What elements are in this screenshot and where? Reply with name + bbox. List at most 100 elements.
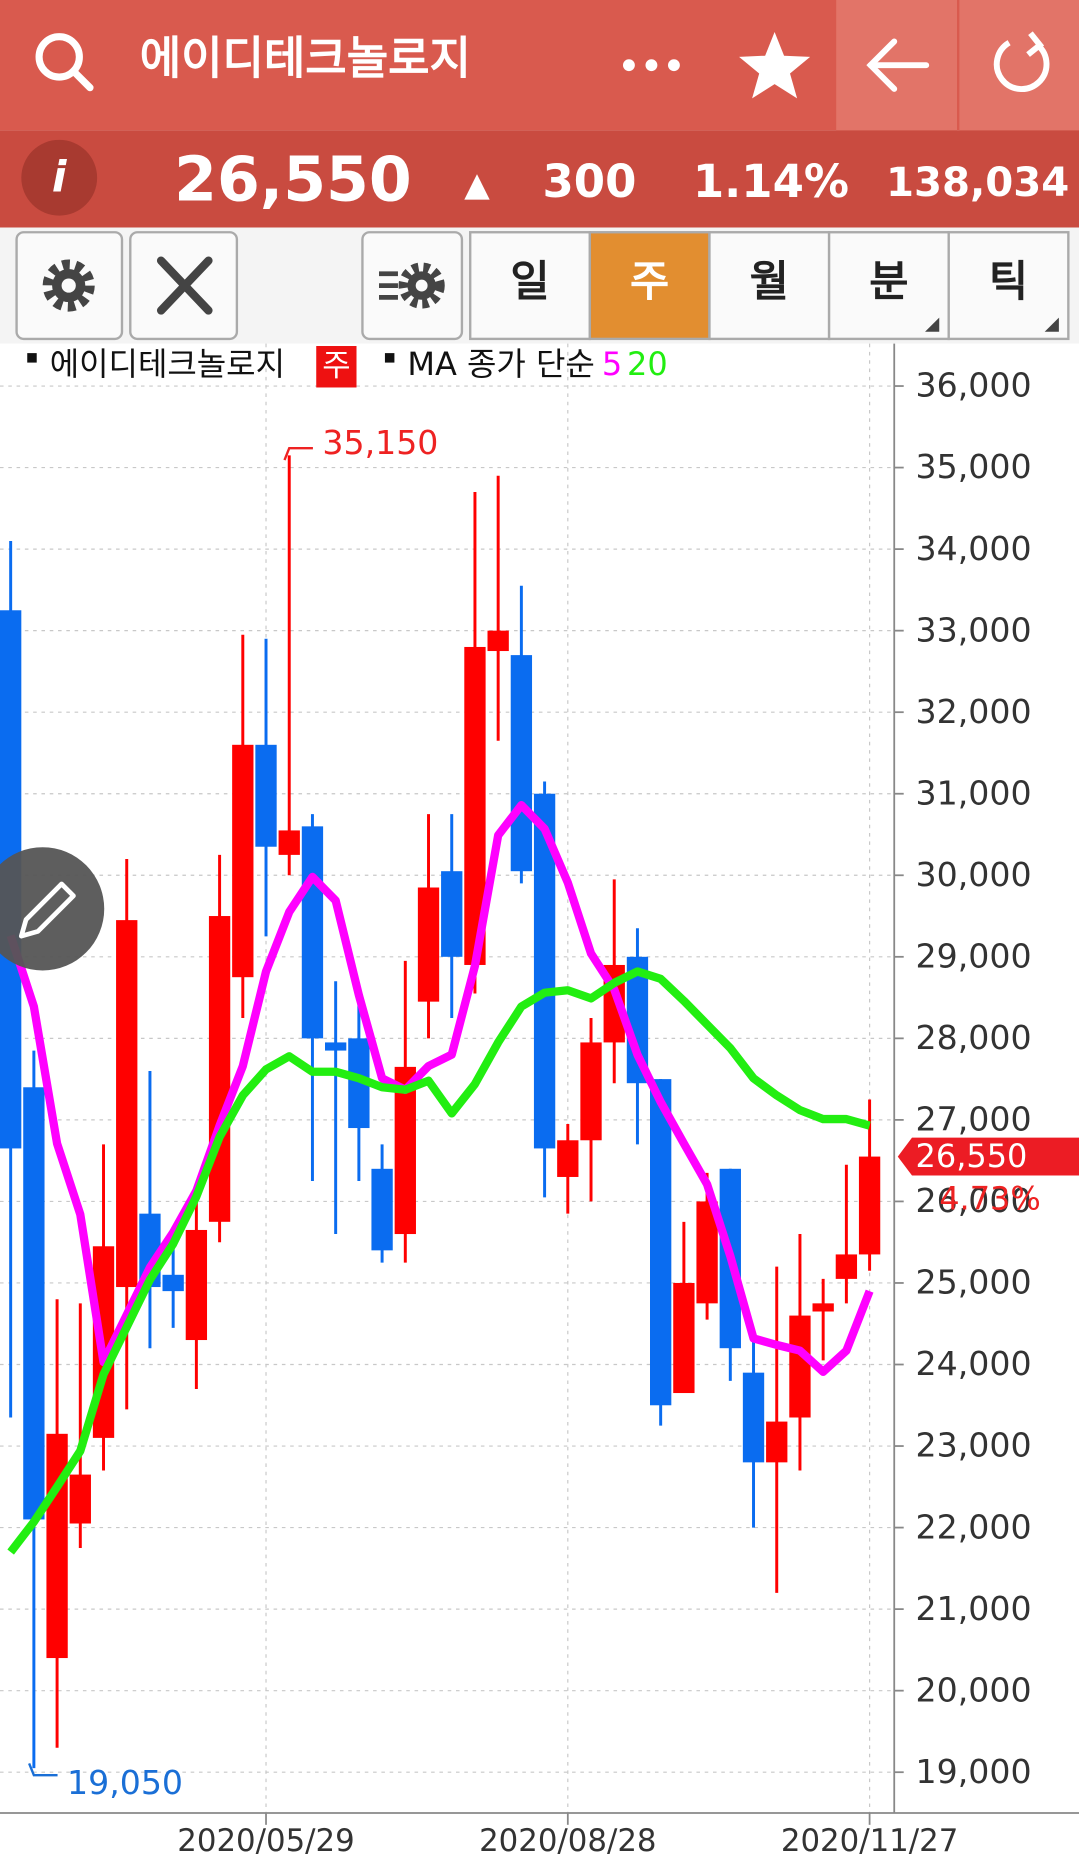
info-button[interactable] [21,139,98,216]
tab[interactable] [827,231,950,341]
legend-series: 20 [627,345,668,383]
chart: 19,000 20,000 21,000 22,000 23,000 24,000 25,0… [0,343,1079,1858]
favorite-icon[interactable] [739,31,811,99]
settings-button[interactable] [15,231,124,341]
low-label: 19,050 [67,1763,183,1802]
candle-body [696,1201,718,1304]
y-tick-label: 34,000 [916,529,1032,568]
ma-line [6,800,874,1376]
candle-body [23,1087,45,1520]
candle-body [255,744,277,847]
search-icon[interactable] [35,33,94,92]
tab-corner [925,317,940,332]
tab[interactable] [469,231,592,341]
legend-bullet [27,353,37,363]
candle-body [464,646,486,965]
y-tick-label: 22,000 [916,1507,1032,1546]
x-tick-label: 2020/05/29 [177,1823,354,1858]
y-tick-label: 25,000 [916,1263,1032,1302]
y-tick-label: 33,000 [916,610,1032,649]
candle-body [766,1421,788,1463]
candle-body [858,1156,881,1255]
candle-body [441,871,463,957]
last-change-label: 4.73% [939,1179,1041,1217]
y-tick-label: 30,000 [916,855,1032,894]
candle-body [185,1229,208,1341]
y-tick-label: 21,000 [916,1589,1032,1628]
candle-body [116,920,138,1288]
candle-body [835,1254,858,1279]
info-icon: i [52,153,68,203]
tools-button[interactable] [129,231,239,341]
legend-period-bg [316,346,357,388]
candle-body [69,1474,91,1524]
candle-body [650,1079,672,1406]
candle-body [533,793,556,1149]
y-tick-label: 35,000 [916,447,1032,486]
candle-body [789,1315,811,1418]
last-price-box [897,1137,1079,1176]
volume: 138,034 [886,160,1069,206]
candle-body [208,916,231,1222]
y-tick-label: 20,000 [916,1670,1032,1709]
x-tick-label: 2020/08/28 [479,1823,656,1858]
indicator-button[interactable] [361,231,464,341]
legend-bullet [384,353,395,363]
y-tick-label: 23,000 [916,1426,1032,1465]
stock-title: 에이디테크놀로지 [140,32,471,85]
candle-body [557,1140,579,1177]
candle-body [325,1042,347,1051]
refresh-icon[interactable] [993,31,1050,92]
tab-label[interactable]: 틱 [989,257,1028,307]
candle-body [742,1372,765,1463]
tab-label[interactable]: 분 [869,257,908,307]
last-price-label: 26,550 [916,1137,1028,1175]
y-tick-label: 24,000 [916,1344,1032,1383]
y-tick-label: 27,000 [916,1100,1032,1139]
tab[interactable] [947,231,1070,341]
low-marker [28,1762,58,1777]
y-tick-label: 29,000 [916,936,1032,975]
candle-body [580,1042,602,1141]
candle-body [301,826,324,1039]
candle-body [812,1303,834,1312]
candle-body [371,1168,393,1251]
price-change: 300 [542,155,636,208]
candle-body [278,830,300,855]
candle-body [510,655,533,872]
change-percent: 1.14% [693,155,849,208]
candle-body [487,630,509,652]
candle-body [348,1038,370,1129]
candle-body [394,1066,416,1235]
more-icon[interactable] [623,59,680,72]
candle-body [673,1282,695,1394]
legend-name: 에이디테크놀로지 [50,345,285,383]
change-arrow: ▲ [464,165,490,204]
tab[interactable] [588,231,711,341]
candle-body [46,1433,68,1659]
y-tick-label: 26,000 [916,1181,1032,1220]
y-tick-label: 32,000 [916,692,1032,731]
back-icon[interactable] [866,38,930,92]
legend-ma: MA 종가 단순 [407,345,594,383]
current-price: 26,550 [174,144,412,216]
quote-bar [0,130,1079,228]
tab-label[interactable]: 주 [630,257,669,307]
candle-body [417,887,440,1002]
candle-body [162,1274,184,1292]
tab-label[interactable]: 월 [750,257,789,307]
legend-period: 주 [322,348,350,384]
y-tick-label: 19,000 [916,1752,1032,1791]
candle-body [232,744,254,978]
high-label: 35,150 [322,423,438,462]
tab-label[interactable]: 일 [510,257,549,307]
ma-line [7,967,871,1555]
high-marker [283,447,313,461]
refresh-button-bg[interactable] [959,0,1079,131]
y-tick-label: 31,000 [916,773,1032,812]
draw-button[interactable] [0,847,105,971]
y-tick-label: 36,000 [916,366,1032,405]
